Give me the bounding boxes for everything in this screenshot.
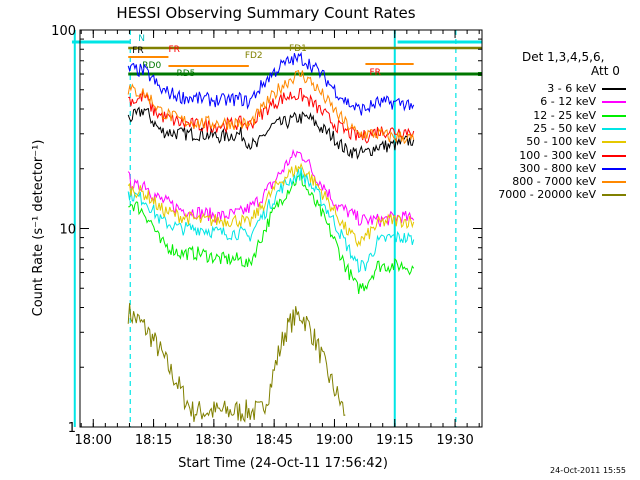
legend-entry-2: 6 - 12 keV bbox=[478, 95, 630, 108]
legend-entry-5: 50 - 100 keV bbox=[478, 135, 630, 148]
legend-label: 25 - 50 keV bbox=[533, 121, 596, 135]
legend-swatch bbox=[602, 167, 626, 170]
y-axis-label: Count Rate (s⁻¹ detector⁻¹) bbox=[31, 140, 46, 317]
legend-label: 6 - 12 keV bbox=[540, 95, 596, 109]
series-line-3 bbox=[128, 172, 415, 294]
x-tick-label-5: 19:15 bbox=[376, 433, 413, 448]
flag-label-5: FR bbox=[168, 45, 179, 55]
legend-entry-9: 7000 - 20000 keV bbox=[478, 188, 630, 201]
legend-label: 7000 - 20000 keV bbox=[498, 188, 596, 202]
flag-label-1: FD2 bbox=[245, 51, 263, 61]
footer-date: 24-Oct-2011 15:55 bbox=[550, 466, 626, 475]
y-tick-label-2: 100 bbox=[51, 24, 76, 39]
legend-swatch bbox=[602, 101, 626, 104]
series-line-7 bbox=[127, 51, 415, 116]
series-line-4 bbox=[127, 167, 415, 274]
legend-entry-3: 12 - 25 keV bbox=[478, 109, 630, 122]
series-line-6 bbox=[128, 87, 415, 144]
x-axis-label: Start Time (24-Oct-11 17:56:42) bbox=[178, 456, 388, 471]
flag-label-4: FR bbox=[132, 46, 143, 56]
flag-label-0: FD1 bbox=[289, 44, 307, 54]
legend-entry-4: 25 - 50 keV bbox=[478, 122, 630, 135]
legend-label: 50 - 100 keV bbox=[526, 135, 596, 149]
legend-label: 12 - 25 keV bbox=[533, 108, 596, 122]
legend-swatch bbox=[602, 127, 626, 130]
legend-swatch bbox=[602, 181, 626, 184]
legend-swatch bbox=[602, 154, 626, 157]
chart-title: HESSI Observing Summary Count Rates bbox=[116, 4, 415, 22]
legend-title-line2: Att 0 bbox=[591, 64, 620, 78]
x-tick-label-1: 18:15 bbox=[135, 433, 172, 448]
legend-title-line1: Det 1,3,4,5,6, bbox=[522, 50, 605, 64]
plot-area: N FD1 FD2 RD0 RD5 FR FR FR bbox=[71, 30, 482, 427]
legend-entry-6: 100 - 300 keV bbox=[478, 149, 630, 162]
y-tick-label-0: 1 bbox=[68, 421, 76, 436]
legend-label: 100 - 300 keV bbox=[519, 148, 596, 162]
flag-label-3: RD5 bbox=[176, 69, 195, 79]
flag-label-2: RD0 bbox=[142, 61, 161, 71]
x-tick-label-6: 19:30 bbox=[436, 433, 473, 448]
series-line-9 bbox=[127, 303, 346, 423]
y-tick-label-1: 10 bbox=[59, 223, 76, 238]
series-line-5 bbox=[127, 162, 415, 248]
legend-label: 800 - 7000 keV bbox=[512, 175, 596, 189]
legend-swatch bbox=[602, 141, 626, 144]
plot-frame bbox=[79, 29, 483, 428]
legend-label: 3 - 6 keV bbox=[547, 82, 596, 95]
legend-entry-8: 800 - 7000 keV bbox=[478, 175, 630, 188]
legend-swatch bbox=[602, 88, 626, 90]
series-line-2 bbox=[127, 148, 415, 227]
x-tick-label-3: 18:45 bbox=[255, 433, 292, 448]
legend-swatch bbox=[602, 194, 626, 197]
legend-label: 300 - 800 keV bbox=[519, 161, 596, 175]
legend-entry-1: 3 - 6 keV bbox=[478, 82, 630, 95]
series-line-8 bbox=[127, 69, 415, 145]
night-label: N bbox=[138, 34, 145, 44]
legend-entry-7: 300 - 800 keV bbox=[478, 162, 630, 175]
x-tick-label-4: 19:00 bbox=[316, 433, 353, 448]
x-tick-label-2: 18:30 bbox=[195, 433, 232, 448]
axes: 18:00 18:15 18:30 18:45 19:00 19:15 19:30 1 10 10… bbox=[51, 24, 483, 448]
x-tick-label-0: 18:00 bbox=[75, 433, 112, 448]
legend-swatch bbox=[602, 114, 626, 117]
flag-label-6: FR bbox=[369, 68, 380, 78]
series-line-1 bbox=[127, 106, 415, 160]
